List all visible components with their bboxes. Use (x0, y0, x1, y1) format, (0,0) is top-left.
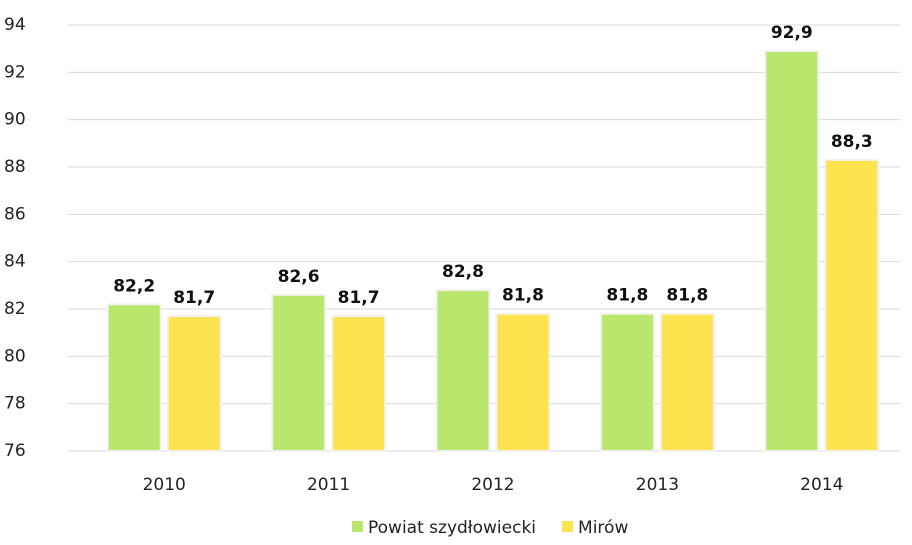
legend-swatch (562, 521, 574, 532)
value-label: 81,8 (606, 286, 648, 306)
y-tick-label: 78 (4, 394, 26, 414)
value-label: 82,8 (442, 262, 484, 282)
bar (599, 312, 655, 452)
y-tick-label: 88 (4, 157, 26, 177)
x-tick-label: 2014 (800, 475, 843, 495)
y-tick-label: 76 (4, 441, 26, 461)
bar (331, 315, 387, 452)
bar (271, 293, 327, 452)
value-label: 81,8 (666, 286, 708, 306)
y-tick-label: 94 (4, 15, 26, 35)
x-tick-label: 2011 (307, 475, 350, 495)
bar (166, 315, 222, 452)
x-tick-label: 2010 (143, 475, 186, 495)
bar (495, 312, 551, 452)
value-label: 88,3 (831, 132, 873, 152)
y-tick-label: 84 (4, 252, 26, 272)
bar (435, 289, 491, 453)
value-label: 92,9 (771, 23, 813, 43)
y-tick-label: 90 (4, 110, 26, 130)
value-label: 82,2 (113, 276, 155, 296)
x-tick-label: 2013 (636, 475, 679, 495)
legend-swatch (352, 521, 363, 532)
bar (824, 158, 880, 452)
y-tick-label: 82 (4, 299, 26, 319)
bar (106, 303, 162, 452)
value-label: 81,7 (338, 288, 380, 308)
bar (659, 312, 715, 452)
y-tick-label: 92 (4, 62, 26, 82)
value-label: 82,6 (278, 267, 320, 287)
y-tick-label: 80 (4, 346, 26, 366)
value-label: 81,8 (502, 286, 544, 306)
legend-label: Powiat szydłowiecki (368, 518, 536, 538)
x-tick-label: 2012 (471, 475, 514, 495)
legend-label: Mirów (578, 518, 628, 538)
bar (764, 50, 820, 453)
value-label: 81,7 (173, 288, 215, 308)
y-tick-label: 86 (4, 204, 26, 224)
